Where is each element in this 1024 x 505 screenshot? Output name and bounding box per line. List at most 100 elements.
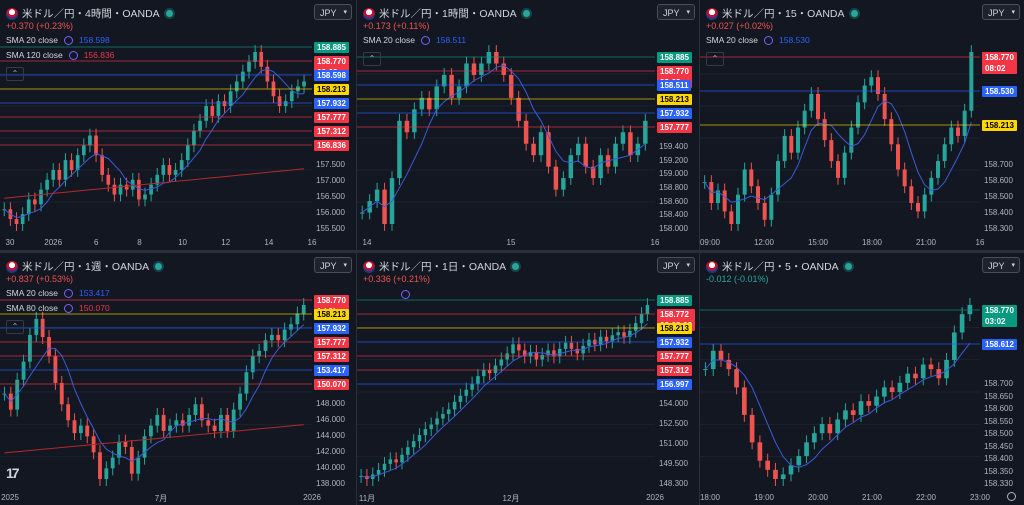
- price-tag-countdown: 08:02: [985, 64, 1006, 73]
- candle-body: [429, 424, 433, 430]
- indicator-legend[interactable]: SMA 20 close 158.530: [706, 35, 810, 45]
- candle-body: [552, 350, 556, 357]
- sma-line: [360, 323, 648, 478]
- legend-collapse-button[interactable]: ⌃: [6, 320, 24, 334]
- price-change: +0.336 (+0.21%): [363, 274, 431, 284]
- candle-body: [610, 335, 615, 342]
- y-axis-tick-label: 158.600: [984, 404, 1013, 413]
- candle-body: [842, 152, 847, 178]
- sma-long-line: [4, 168, 305, 199]
- candle-body: [531, 143, 536, 156]
- chart-panel[interactable]: 158.770 08:02 158.530 158.213 158.700 158.600…: [700, 0, 1024, 250]
- candle-body: [762, 203, 767, 220]
- candle-body: [174, 420, 179, 426]
- indicator-legend[interactable]: SMA 80 close 150.070: [6, 303, 110, 313]
- indicator-legend[interactable]: SMA 20 close 158.598: [6, 35, 110, 45]
- price-tag: 158.598: [314, 70, 349, 81]
- candle-body: [14, 219, 19, 224]
- indicator-legend[interactable]: SMA 20 close 153.417: [6, 288, 110, 298]
- candle-body: [576, 143, 581, 156]
- candle-body: [889, 387, 895, 392]
- currency-selector[interactable]: JPY ▾: [657, 257, 695, 273]
- candle-body: [819, 424, 825, 434]
- x-axis-tick-label: 2026: [646, 493, 664, 502]
- candle-body: [736, 194, 740, 224]
- candle-body: [796, 127, 800, 153]
- candle-body: [882, 93, 887, 120]
- chart-title-text: 米ドル／円・4時間・OANDA: [22, 8, 160, 20]
- x-axis-tick-label: 09:00: [700, 238, 721, 247]
- candle-body: [57, 169, 62, 180]
- candle-body: [374, 189, 380, 202]
- candle-body: [404, 120, 410, 133]
- candle-body: [458, 395, 463, 402]
- chart-settings-icon[interactable]: [1007, 492, 1016, 501]
- candle-body: [856, 102, 860, 128]
- currency-selector[interactable]: JPY ▾: [314, 4, 352, 20]
- indicator-settings-icon[interactable]: [63, 288, 73, 298]
- chart-panel[interactable]: 158.770 03:02 158.612 158.700 158.650 158.600…: [700, 253, 1024, 505]
- legend-collapse-button[interactable]: ⌃: [706, 52, 724, 66]
- price-tag-value: 157.777: [660, 123, 689, 132]
- legend-collapse-button[interactable]: ⌃: [363, 52, 381, 66]
- chart-title[interactable]: 米ドル／円・4時間・OANDA: [6, 6, 173, 21]
- indicator-settings-icon[interactable]: [420, 35, 430, 45]
- chart-title[interactable]: 米ドル／円・5・OANDA: [706, 259, 852, 274]
- indicator-label: SMA 80 close: [6, 303, 58, 313]
- chart-title[interactable]: 米ドル／円・15・OANDA: [706, 6, 858, 21]
- chevron-down-icon: ▾: [1011, 262, 1015, 269]
- chart-panel[interactable]: 158.885158.77008:03158.598158.213157.932…: [0, 0, 356, 250]
- chart-title[interactable]: 米ドル／円・1時間・OANDA: [363, 6, 530, 21]
- y-axis-tick-label: 158.400: [659, 210, 688, 220]
- currency-selector[interactable]: JPY ▾: [982, 4, 1020, 20]
- y-axis-tick-label: 159.400: [659, 142, 688, 151]
- currency-label: JPY: [320, 8, 337, 18]
- candle-body: [802, 110, 807, 128]
- candle-body: [558, 348, 562, 357]
- chart-panel[interactable]: 158.885158.77008:02158.511158.213157.932…: [357, 0, 699, 250]
- candle-body: [729, 211, 734, 224]
- legend-collapse-button[interactable]: ⌃: [6, 67, 24, 81]
- indicator-legend[interactable]: SMA 120 close 156.836: [6, 50, 114, 60]
- candle-body: [282, 329, 287, 341]
- candle-body: [464, 63, 469, 87]
- candle-body: [216, 101, 221, 116]
- candle-body: [124, 184, 129, 190]
- indicator-settings-icon[interactable]: [401, 290, 410, 299]
- y-axis-tick-label: 158.700: [984, 379, 1013, 388]
- indicator-settings-icon[interactable]: [68, 50, 78, 60]
- chart-title[interactable]: 米ドル／円・1日・OANDA: [363, 259, 520, 274]
- candle-body: [822, 119, 827, 141]
- market-open-icon: [844, 263, 852, 270]
- chart-panel[interactable]: 158.7701d 9h158.213157.932157.777157.312…: [0, 253, 356, 505]
- indicator-value: 158.598: [78, 35, 110, 45]
- price-tag: 157.312: [314, 351, 349, 362]
- indicator-settings-icon[interactable]: [63, 303, 73, 313]
- price-tag: 158.213: [982, 120, 1017, 131]
- indicator-legend[interactable]: SMA 20 close 158.511: [363, 35, 466, 45]
- candle-body: [193, 404, 198, 415]
- candle-body: [816, 93, 820, 120]
- sma-line: [361, 64, 646, 213]
- currency-selector[interactable]: JPY ▾: [982, 257, 1020, 273]
- chart-panel[interactable]: 158.885158.77208:08:02158.213157.932157.…: [357, 253, 699, 505]
- chart-title[interactable]: 米ドル／円・1週・OANDA: [6, 259, 163, 274]
- price-tag: 156.836: [314, 140, 349, 151]
- currency-label: JPY: [663, 8, 680, 18]
- indicator-settings-icon[interactable]: [763, 35, 773, 45]
- candle-body: [419, 97, 425, 110]
- price-tag: 157.777: [314, 337, 349, 348]
- candle-body: [897, 382, 903, 392]
- candle-body: [522, 350, 527, 357]
- price-tag-value: 157.932: [317, 324, 346, 333]
- currency-label: JPY: [988, 8, 1005, 18]
- candle-body: [222, 101, 227, 107]
- currency-selector[interactable]: JPY ▾: [657, 4, 695, 20]
- candle-body: [896, 144, 900, 170]
- y-axis-tick-label: 142.000: [316, 447, 345, 456]
- currency-selector[interactable]: JPY ▾: [314, 257, 352, 273]
- price-tag-value: 158.885: [660, 296, 689, 305]
- indicator-settings-icon[interactable]: [63, 35, 73, 45]
- price-tag-value: 157.312: [660, 366, 689, 375]
- candle-body: [289, 91, 294, 102]
